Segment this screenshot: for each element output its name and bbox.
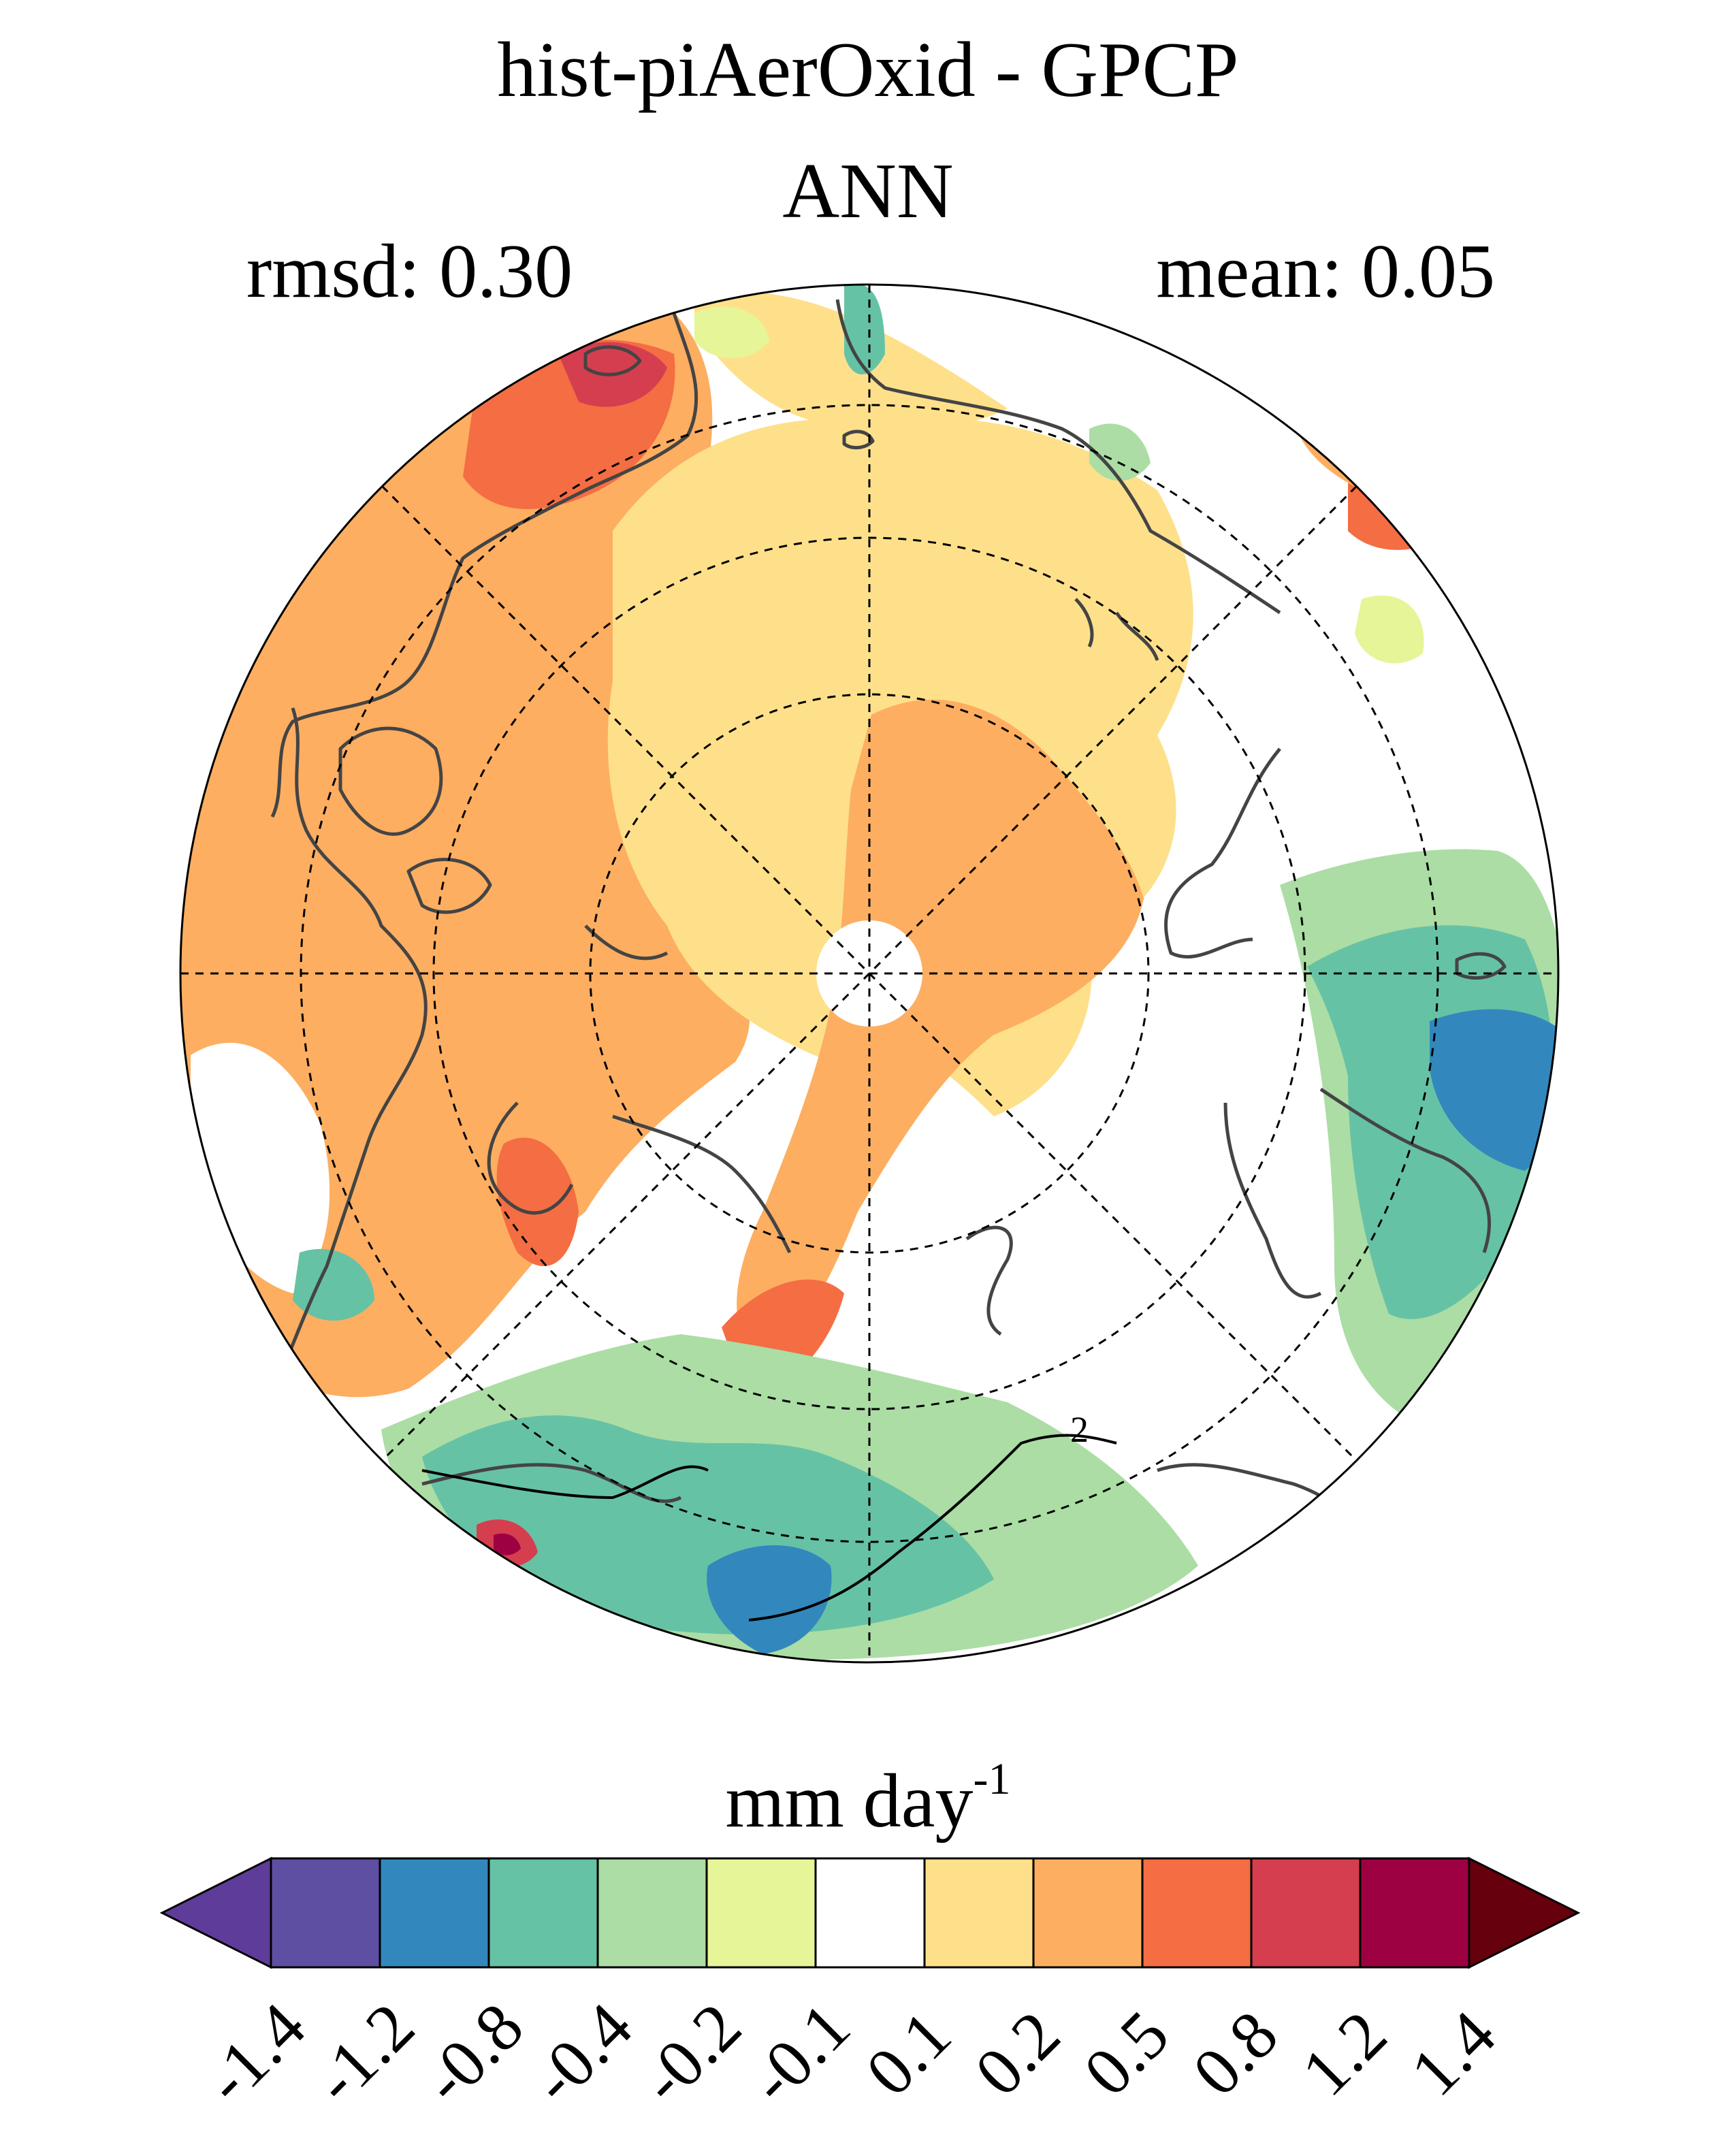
anomaly-region — [737, 699, 1144, 1361]
colorbar-tick-label: -1.4 — [190, 1988, 319, 2118]
colorbar-swatch — [1359, 1857, 1470, 1969]
field-contour — [421, 1434, 1117, 1621]
anomaly-region — [1089, 423, 1151, 481]
colorbar-swatch — [1032, 1857, 1144, 1969]
colorbar-swatch — [270, 1857, 381, 1969]
anomaly-region — [422, 1415, 994, 1634]
colorbar-tick-label: 1.4 — [1396, 1997, 1510, 2110]
colorbar-units: mm day-1 — [0, 1754, 1736, 1843]
colorbar-extend-low — [159, 1856, 272, 1969]
colorbar-tick-label: 0.8 — [1178, 1997, 1292, 2110]
colorbar-swatch — [487, 1857, 599, 1969]
colorbar-swatch — [1250, 1857, 1362, 1969]
polar-map: 2 — [179, 283, 1560, 1664]
contour-label: 2 — [1070, 1409, 1089, 1450]
colorbar-swatch — [379, 1857, 490, 1969]
colorbar-tick-label: -0.2 — [626, 1988, 755, 2118]
map-outline — [179, 283, 1560, 1664]
graticule — [180, 285, 1558, 1662]
colorbar-swatch — [923, 1857, 1035, 1969]
coastlines — [270, 299, 1507, 1553]
anomaly-region — [707, 1545, 832, 1654]
anomaly-region — [1355, 595, 1424, 664]
colorbar-tick-label: 0.1 — [852, 1997, 965, 2110]
colorbar-swatch — [705, 1857, 817, 1969]
units-exponent: -1 — [973, 1754, 1011, 1804]
colorbar-tick-label: -0.4 — [517, 1988, 646, 2118]
colorbar-tick-label: -0.8 — [408, 1988, 537, 2118]
anomaly-region — [293, 1248, 374, 1321]
colorbar-tick-label: 0.2 — [961, 1997, 1074, 2110]
colorbar-tick-label: 0.5 — [1070, 1997, 1183, 2110]
units-base: mm day — [725, 1759, 974, 1843]
anomaly-region — [494, 1533, 521, 1555]
mean-label: mean: 0.05 — [1156, 229, 1495, 314]
anomaly-region — [1348, 465, 1470, 550]
colorbar-swatch — [596, 1857, 708, 1969]
colorbar-swatch — [814, 1857, 926, 1969]
colorbar-extend-high — [1468, 1856, 1581, 1969]
rmsd-label: rmsd: 0.30 — [246, 229, 573, 314]
colorbar-tick-label: -1.2 — [299, 1988, 428, 2118]
colorbar-swatch — [1141, 1857, 1253, 1969]
anomaly-region — [694, 306, 769, 359]
season-label: ANN — [782, 148, 954, 235]
colorbar-tick-label: -0.1 — [735, 1988, 864, 2118]
colorbar-tick-label: 1.2 — [1287, 1997, 1401, 2110]
anomaly-region — [496, 1137, 579, 1266]
map-title: hist-piAerOxid - GPCP — [497, 27, 1239, 114]
anomaly-region — [1430, 1009, 1558, 1171]
